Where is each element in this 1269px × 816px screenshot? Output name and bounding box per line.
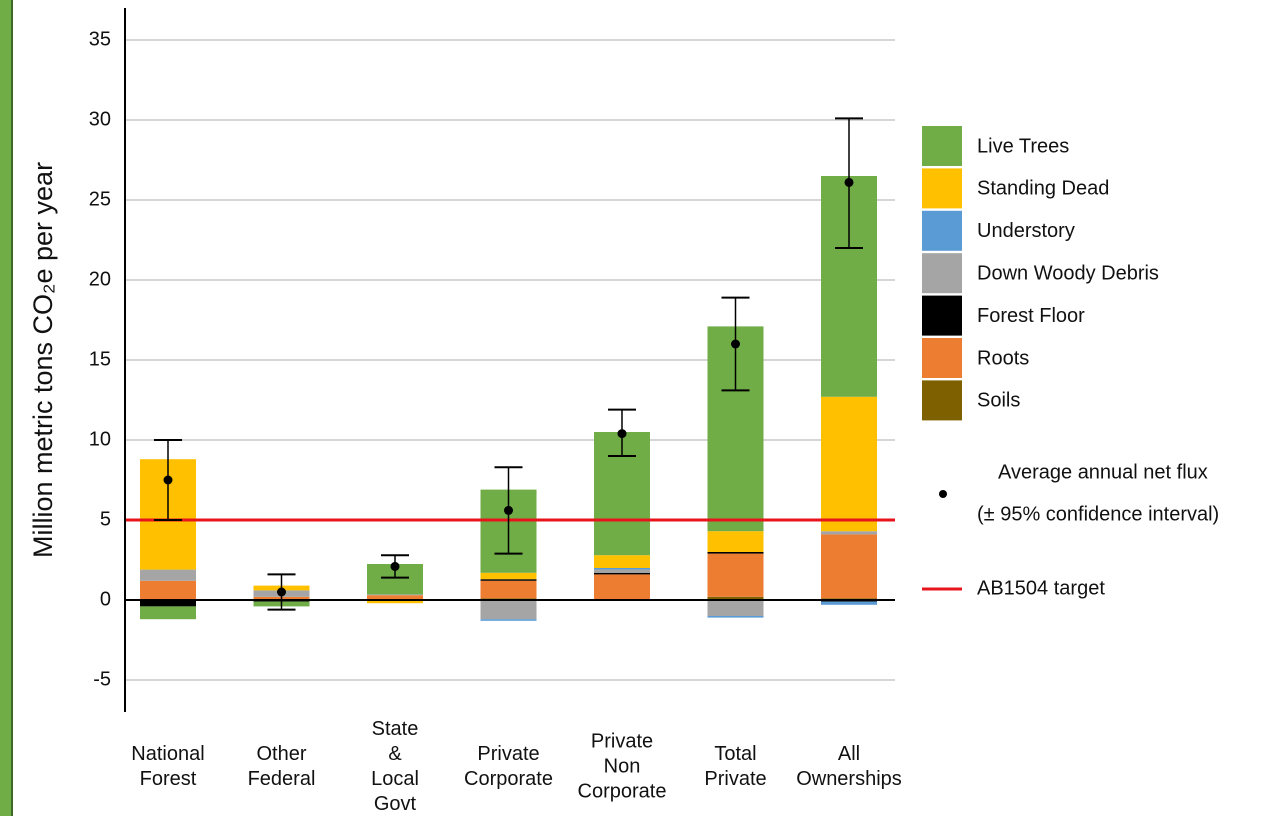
side-border <box>0 0 12 816</box>
bar-segment <box>707 531 764 552</box>
bar-segment <box>821 531 877 535</box>
bar-segment <box>594 572 650 575</box>
bar-segment <box>594 569 650 573</box>
bar-segment <box>707 596 764 600</box>
legend-swatch <box>922 380 962 421</box>
mean-point <box>731 339 740 349</box>
legend-label: Understory <box>977 220 1075 242</box>
mean-point <box>163 475 173 485</box>
bar-segment <box>594 574 650 600</box>
x-tick-label: All Ownerships <box>796 743 902 790</box>
mean-point <box>390 561 400 571</box>
y-tick-label: 0 <box>100 588 111 610</box>
bar-segment <box>367 594 423 596</box>
x-tick-label: Total Private <box>704 743 767 790</box>
bar-segment <box>140 600 196 607</box>
y-tick-label: 20 <box>89 268 111 290</box>
legend-note: (± 95% confidence interval) <box>977 503 1219 525</box>
legend-label: Down Woody Debris <box>977 262 1159 284</box>
bar-segment <box>140 580 196 600</box>
y-axis-label: Million metric tons CO₂e per year <box>28 162 58 558</box>
bar-segment <box>367 600 423 604</box>
legend-label: Live Trees <box>977 135 1069 157</box>
legend-label: Standing Dead <box>977 178 1109 200</box>
mean-point <box>277 587 286 597</box>
bar-segment <box>707 616 764 618</box>
bar-segment <box>707 600 764 616</box>
legend-swatch <box>922 126 962 166</box>
legend-label: Average annual net flux <box>998 461 1208 483</box>
y-tick-label: 30 <box>89 108 111 130</box>
bar-segment <box>594 568 650 570</box>
bar-segment <box>480 572 537 580</box>
legend-label: Roots <box>977 347 1029 369</box>
y-tick-label: 15 <box>89 348 111 370</box>
legend-label: AB1504 target <box>977 577 1105 599</box>
y-tick-label: 10 <box>89 428 111 450</box>
x-tick-label: Other Federal <box>247 743 316 790</box>
x-tick-label: National Forest <box>131 743 205 790</box>
bar-segment <box>594 555 650 568</box>
legend-label: Forest Floor <box>977 305 1085 327</box>
legend-swatch <box>922 253 962 294</box>
mean-point <box>617 429 627 439</box>
legend-point <box>939 490 947 498</box>
bar-segment <box>707 552 764 554</box>
legend-swatch <box>922 338 962 378</box>
bar-segment <box>367 595 423 600</box>
y-tick-label: 35 <box>89 28 111 50</box>
bar-segment <box>140 569 196 581</box>
bar-segment <box>821 534 877 599</box>
x-tick-label: Private Non Corporate <box>577 730 667 803</box>
y-tick-label: 5 <box>100 508 111 530</box>
y-tick-label: -5 <box>93 668 111 690</box>
bar-segment <box>140 606 196 620</box>
bar-segment <box>480 600 537 620</box>
mean-point <box>844 177 854 187</box>
legend-swatch <box>922 210 962 251</box>
bar-segment <box>821 396 877 532</box>
x-tick-label: Private Corporate <box>464 743 553 790</box>
x-tick-label: State & Local Govt <box>371 718 419 815</box>
bar-segment <box>707 553 764 597</box>
legend-swatch <box>922 295 962 336</box>
bar-segment <box>480 579 537 581</box>
bar-segment <box>480 619 537 621</box>
bar-segment <box>821 601 877 605</box>
bar-segment <box>480 580 537 599</box>
mean-point <box>504 505 513 515</box>
legend-label: Soils <box>977 390 1020 412</box>
legend-swatch <box>922 168 962 209</box>
y-tick-label: 25 <box>89 188 111 210</box>
